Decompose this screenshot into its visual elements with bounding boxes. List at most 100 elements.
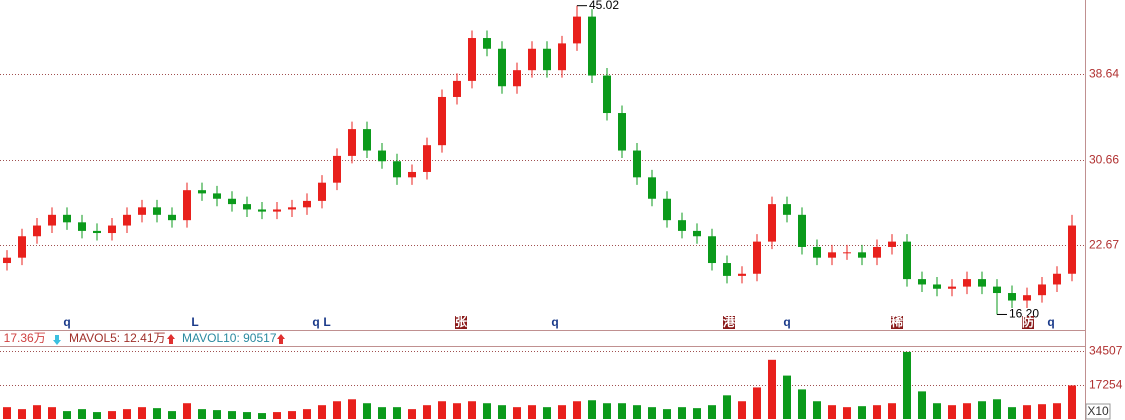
volume-bar — [993, 399, 1001, 419]
marker-box — [455, 316, 467, 329]
volume-bar — [693, 408, 701, 419]
candle-body — [843, 252, 851, 254]
y-tick-label: 34507 — [1089, 344, 1123, 358]
volume-bar — [228, 411, 236, 419]
volume-bar — [348, 399, 356, 419]
volume-bar — [633, 405, 641, 419]
candle-body — [918, 279, 926, 285]
candle-body — [318, 182, 326, 201]
candle-body — [108, 225, 116, 234]
volume-bar — [393, 407, 401, 419]
volume-readout: 量: 17.36万 — [0, 331, 46, 345]
up-arrow — [167, 334, 175, 344]
candle-body — [48, 214, 56, 226]
marker-box — [1022, 316, 1034, 329]
volume-bar — [63, 411, 71, 419]
volume-bar — [843, 407, 851, 419]
volume-bar — [678, 407, 686, 419]
high-annotation: 45.02 — [589, 0, 619, 12]
candle-body — [498, 48, 506, 87]
info-marker: 稀 — [891, 314, 903, 329]
volume-bar — [468, 401, 476, 419]
volume-bar — [318, 405, 326, 419]
candle-body — [1023, 295, 1031, 301]
candle-body — [1038, 284, 1046, 296]
candle-body — [723, 263, 731, 276]
candle-body — [138, 207, 146, 215]
candle-body — [468, 38, 476, 81]
volume-bar — [438, 401, 446, 419]
candle-body — [18, 236, 26, 258]
volume-bar — [168, 411, 176, 419]
candle-body — [633, 150, 641, 178]
volume-bar — [1068, 385, 1076, 419]
candle-body — [243, 204, 251, 210]
candle-body — [783, 204, 791, 215]
candle-body — [948, 286, 956, 289]
volume-bar — [558, 405, 566, 419]
volume-bar — [588, 400, 596, 419]
volume-bar — [753, 387, 761, 419]
volume-bar — [618, 403, 626, 419]
candle-body — [618, 113, 626, 151]
info-marker: q — [312, 315, 319, 329]
unit-box — [1085, 403, 1111, 420]
volume-bar — [258, 413, 266, 419]
volume-bar — [873, 405, 881, 419]
volume-bar — [3, 407, 11, 419]
candle-body — [258, 209, 266, 212]
volume-bar — [423, 405, 431, 419]
volume-bar — [48, 407, 56, 419]
candle-body — [33, 225, 41, 237]
info-marker: 张 — [455, 314, 468, 329]
volume-bar — [1053, 403, 1061, 419]
volume-bar — [243, 412, 251, 419]
volume-bar — [378, 407, 386, 419]
candle-body — [813, 246, 821, 258]
info-marker: L — [191, 315, 198, 329]
info-marker: 防 — [1022, 314, 1034, 329]
candle-body — [933, 284, 941, 289]
volume-bar — [798, 389, 806, 419]
volume-bar — [918, 391, 926, 419]
candle-body — [378, 150, 386, 162]
candle-body — [588, 16, 596, 76]
volume-bar — [1023, 405, 1031, 419]
volume-bar — [108, 411, 116, 419]
candle-body — [303, 200, 311, 208]
volume-bar — [858, 406, 866, 419]
candle-body — [663, 198, 671, 221]
marker-box — [723, 316, 735, 329]
volume-bar — [768, 359, 776, 419]
candle-body — [348, 129, 356, 156]
candle-body — [168, 214, 176, 221]
up-arrow — [277, 334, 285, 344]
volume-bar — [963, 403, 971, 419]
candle-body — [978, 279, 986, 287]
volume-bar — [123, 409, 131, 419]
candle-body — [528, 48, 536, 71]
candle-body — [1053, 273, 1061, 285]
candle-body — [828, 252, 836, 258]
volume-bar — [18, 409, 26, 419]
candle-body — [963, 279, 971, 287]
candle-body — [183, 190, 191, 221]
candle-body — [603, 75, 611, 114]
candle-body — [453, 80, 461, 97]
info-marker: L — [323, 315, 330, 329]
volume-bar — [813, 401, 821, 419]
volume-bar — [708, 405, 716, 419]
candle-body — [288, 207, 296, 210]
candle-body — [738, 273, 746, 276]
candle-body — [363, 129, 371, 151]
volume-bar — [738, 401, 746, 419]
candle-body — [873, 246, 881, 258]
candle-body — [513, 70, 521, 87]
candle-body — [753, 241, 761, 274]
volume-bar — [543, 407, 551, 419]
candle-body — [678, 220, 686, 231]
y-tick-label: 17254 — [1089, 378, 1123, 392]
candle-body — [993, 286, 1001, 294]
volume-bar — [288, 411, 296, 419]
candle-body — [573, 16, 581, 44]
